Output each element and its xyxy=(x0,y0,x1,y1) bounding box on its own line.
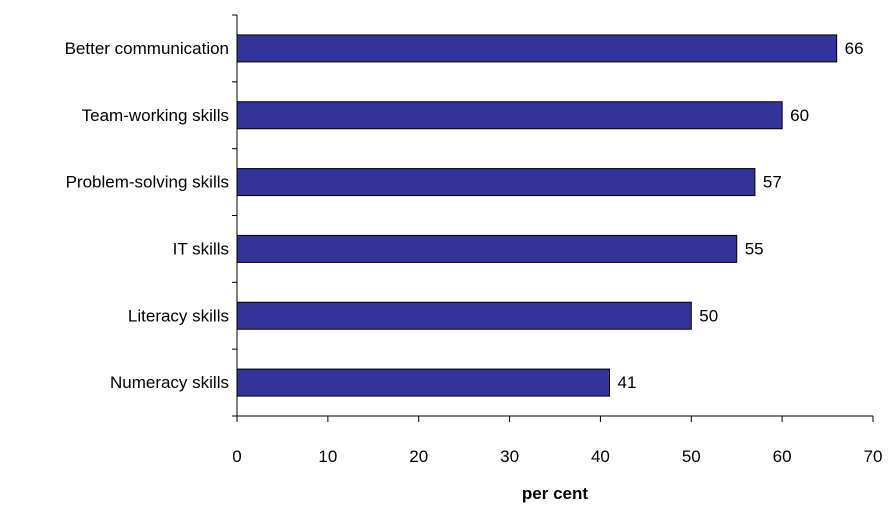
category-labels: Better communication Team-working skills P… xyxy=(65,39,229,392)
x-tick-label: 0 xyxy=(232,447,241,466)
category-label: Numeracy skills xyxy=(110,373,229,392)
x-tick-label: 10 xyxy=(318,447,337,466)
bar xyxy=(236,101,783,130)
data-label: 55 xyxy=(745,239,764,258)
x-axis-title: per cent xyxy=(522,484,588,503)
bars-group xyxy=(236,34,838,397)
x-tick-label: 70 xyxy=(864,447,883,466)
x-tick-labels: 0 10 20 30 40 50 60 70 xyxy=(232,447,882,466)
data-label: 60 xyxy=(790,106,809,125)
bar xyxy=(236,234,738,263)
x-tick-label: 40 xyxy=(591,447,610,466)
bar xyxy=(236,168,756,197)
data-label: 41 xyxy=(618,373,637,392)
bar xyxy=(236,34,838,63)
category-label: Better communication xyxy=(65,39,229,58)
y-axis xyxy=(232,14,238,417)
x-tick-label: 20 xyxy=(409,447,428,466)
data-label: 66 xyxy=(845,39,864,58)
data-label: 50 xyxy=(699,306,718,325)
x-axis xyxy=(236,415,874,422)
bar xyxy=(236,301,692,330)
data-label: 57 xyxy=(763,173,782,192)
data-labels: 66 60 57 55 50 41 xyxy=(618,39,864,392)
x-tick-label: 30 xyxy=(500,447,519,466)
category-label: Problem-solving skills xyxy=(66,173,229,192)
category-label: Literacy skills xyxy=(128,306,229,325)
category-label: IT skills xyxy=(173,239,229,258)
bar xyxy=(236,368,611,397)
x-tick-label: 60 xyxy=(773,447,792,466)
x-tick-label: 50 xyxy=(682,447,701,466)
category-label: Team-working skills xyxy=(82,106,229,125)
